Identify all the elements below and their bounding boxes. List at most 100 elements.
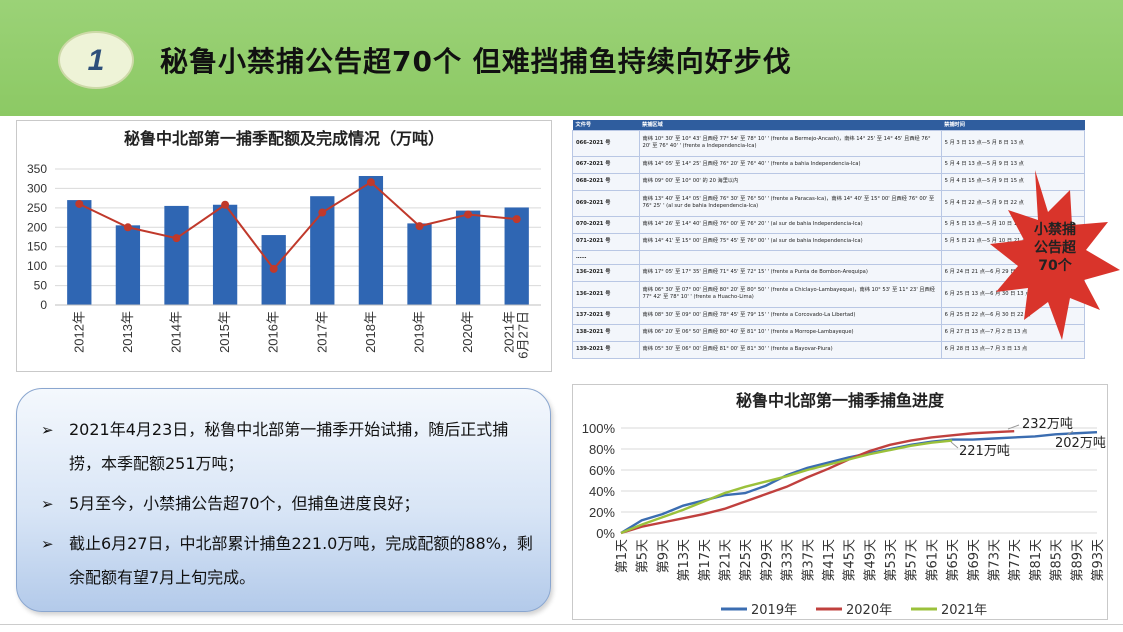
ban-notice-table: 文件号 禁捕区域 禁捕时间 066-2021 号南纬 10° 30' 至 10°… (572, 120, 1085, 359)
bar (115, 225, 141, 305)
progress-line (620, 439, 953, 535)
table-cell: 137-2021 号 (572, 306, 640, 325)
completion-point (318, 208, 327, 217)
ban-notice-table-panel: 文件号 禁捕区域 禁捕时间 066-2021 号南纬 10° 30' 至 10°… (572, 120, 1085, 372)
bar (164, 205, 189, 305)
summary-bullet: ➢ 2021年4月23日，秘鲁中北部第一捕季开始试捕，随后正式捕捞，本季配额25… (41, 413, 536, 481)
table-row: 071-2021 号南纬 14° 41' 至 15° 00' 且西经 75° 4… (572, 232, 1085, 251)
y-tick-label: 40% (589, 484, 615, 499)
bar-chart: 0 50 100 150 200 250 300 350 2012年 2013年 2014年 2015… (27, 162, 541, 359)
table-cell: 南纬 05° 30' 至 06° 00' 且西经 81° 00' 至 81° 3… (638, 340, 942, 359)
summary-text: 5月至今，小禁捕公告超70个，但捕鱼进度良好； (69, 494, 420, 513)
starburst-shape (990, 170, 1120, 340)
y-tick-label: 50 (34, 279, 48, 293)
x-tick-label: 第9天 (656, 539, 671, 573)
table-cell: 6 月 25 日 22 点—6 月 30 日 22 点 (940, 306, 1085, 325)
completion-point (221, 200, 230, 209)
x-tick-label: 第77天 (1008, 539, 1023, 582)
x-tick-label: 第17天 (698, 539, 713, 582)
footer-divider (0, 624, 1123, 625)
x-tick-label: 第25天 (739, 539, 754, 582)
annotation-2021: 221万吨 (959, 444, 1010, 459)
summary-box: ➢ 2021年4月23日，秘鲁中北部第一捕季开始试捕，随后正式捕捞，本季配额25… (16, 388, 551, 612)
completion-point (512, 215, 521, 224)
y-tick-label: 250 (27, 201, 47, 215)
table-header-cell: 禁捕时间 (941, 120, 1085, 130)
legend-label: 2020年 (846, 603, 892, 618)
table-cell: 5 月 3 日 13 点—5 月 8 日 13 点 (940, 129, 1085, 157)
x-tick-label: 第57天 (905, 539, 920, 582)
line-chart-title: 秘鲁中北部第一捕季捕鱼进度 (735, 391, 944, 410)
x-tick-label: 第21天 (718, 539, 733, 582)
completion-point (269, 264, 278, 273)
completion-point (366, 178, 375, 187)
x-tick-label: 2017年 (314, 311, 329, 353)
bar (407, 223, 432, 305)
table-cell: 069-2021 号 (572, 189, 640, 217)
bar (67, 200, 92, 305)
completion-point (464, 210, 473, 219)
section-number: 1 (87, 44, 105, 77)
x-tick-label: 第69天 (967, 539, 982, 582)
table-cell: …… (572, 249, 640, 265)
bar (358, 175, 384, 305)
table-cell: 南纬 06° 30' 至 07° 00' 且西经 80° 20' 至 80° 5… (638, 280, 942, 308)
x-tick-label: 2013年 (120, 311, 135, 353)
x-tick-label: 第1天 (615, 539, 630, 573)
x-tick-label: 2016年 (266, 311, 281, 353)
table-cell: 138-2021 号 (572, 323, 640, 342)
starburst-line: 小禁捕 (1034, 222, 1076, 238)
table-cell: 070-2021 号 (572, 215, 640, 234)
x-tick-label: 第5天 (636, 539, 651, 573)
table-row: 139-2021 号南纬 05° 30' 至 06° 00' 且西经 81° 0… (572, 340, 1085, 359)
table-cell: 南纬 08° 30' 至 09° 00' 且西经 78° 45' 至 79° 1… (638, 306, 942, 325)
completion-point (172, 234, 181, 243)
bar-chart-title: 秘鲁中北部第一捕季配额及完成情况（万吨） (123, 129, 444, 148)
x-tick-label: 2021年 (502, 311, 517, 353)
x-tick-label: 2015年 (217, 311, 232, 353)
starburst-callout (990, 170, 1120, 340)
annotation-leader (1066, 430, 1074, 436)
table-header-row: 文件号 禁捕区域 禁捕时间 (572, 120, 1085, 130)
x-tick-label: 6月27日 (516, 311, 531, 359)
x-tick-label: 2020年 (460, 311, 475, 353)
arrow-bullet-icon: ➢ (41, 495, 54, 513)
summary-bullet: ➢ 5月至今，小禁捕公告超70个，但捕鱼进度良好； (41, 487, 536, 521)
x-tick-label: 第41天 (822, 539, 837, 582)
x-tick-label: 2018年 (363, 311, 378, 353)
bar (212, 204, 238, 305)
completion-point (415, 222, 424, 231)
x-tick-label: 第61天 (925, 539, 940, 582)
table-cell: 139-2021 号 (572, 340, 640, 359)
table-cell: 136-2021 号 (572, 263, 640, 282)
annotation-leader (950, 441, 959, 449)
table-cell: 南纬 14° 05' 至 14° 25' 且西经 76° 20' 至 76° 4… (638, 155, 942, 174)
x-tick-label: 2014年 (169, 311, 184, 353)
table-cell (638, 249, 942, 265)
arrow-bullet-icon: ➢ (41, 535, 54, 553)
line-chart: 0%20%40%60%80%100%第1天 第5天 第9天 第13天 第17天 第21天第… (582, 417, 1106, 618)
table-cell: 6 月 28 日 13 点—7 月 3 日 13 点 (940, 340, 1085, 359)
completion-point (123, 223, 132, 232)
table-cell: 南纬 10° 30' 至 10° 43' 且西经 77° 54' 至 78° 1… (638, 129, 942, 157)
x-tick-label: 第65天 (946, 539, 961, 582)
page-title: 秘鲁小禁捕公告超70个 但难挡捕鱼持续向好步伐 (160, 45, 792, 78)
y-tick-label: 80% (589, 442, 615, 457)
x-tick-label: 第73天 (988, 539, 1003, 582)
bar-chart-panel: 秘鲁中北部第一捕季配额及完成情况（万吨） 0 50 100 150 200 250 300 3… (16, 120, 552, 372)
y-tick-label: 100% (582, 421, 616, 436)
table-cell: 136-2021 号 (572, 280, 640, 308)
table-header-cell: 文件号 (572, 120, 640, 130)
table-cell: 南纬 14° 26' 至 14° 40' 且西经 76° 00' 至 76° 2… (638, 215, 942, 234)
table-cell: 南纬 09° 00' 至 10° 00' 的 20 海里以内 (638, 172, 942, 191)
table-row: 066-2021 号南纬 10° 30' 至 10° 43' 且西经 77° 5… (572, 129, 1085, 157)
x-tick-label: 第81天 (1029, 539, 1044, 582)
table-row: 068-2021 号南纬 09° 00' 至 10° 00' 的 20 海里以内… (572, 172, 1085, 191)
x-tick-label: 第37天 (801, 539, 816, 582)
y-tick-label: 0 (40, 298, 47, 312)
annotation-leader (1007, 424, 1020, 430)
table-cell: 南纬 14° 41' 至 15° 00' 且西经 75° 45' 至 76° 0… (638, 232, 942, 251)
y-tick-label: 60% (589, 463, 615, 478)
summary-bullet: ➢ 截止6月27日，中北部累计捕鱼221.0万吨，完成配额的88%，剩余配额有望… (41, 527, 536, 595)
header-band: 1 秘鲁小禁捕公告超70个 但难挡捕鱼持续向好步伐 (0, 0, 1123, 116)
